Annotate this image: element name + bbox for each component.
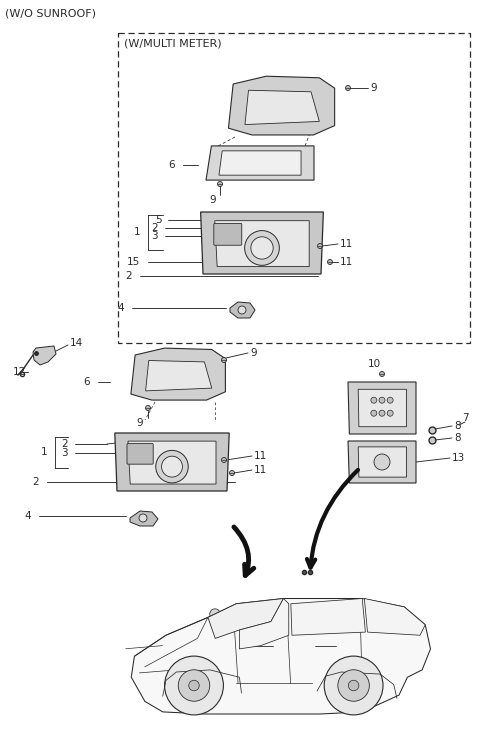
Polygon shape (230, 302, 255, 318)
Circle shape (178, 670, 210, 701)
Circle shape (371, 410, 377, 416)
Polygon shape (291, 598, 365, 635)
Polygon shape (206, 146, 314, 180)
Text: 11: 11 (254, 465, 267, 475)
Circle shape (210, 609, 220, 620)
FancyArrowPatch shape (307, 470, 358, 567)
Polygon shape (219, 151, 301, 175)
Polygon shape (130, 511, 158, 526)
Text: 3: 3 (61, 448, 68, 458)
Circle shape (165, 656, 223, 715)
Circle shape (251, 237, 273, 259)
Polygon shape (245, 91, 319, 124)
Text: (W/O SUNROOF): (W/O SUNROOF) (5, 9, 96, 19)
Circle shape (156, 450, 188, 483)
Circle shape (324, 656, 383, 715)
Polygon shape (215, 221, 309, 266)
Polygon shape (145, 361, 212, 391)
Polygon shape (115, 433, 229, 491)
Circle shape (346, 85, 350, 91)
Text: 6: 6 (168, 160, 175, 170)
Text: 2: 2 (151, 223, 158, 233)
Text: 4: 4 (118, 303, 124, 313)
Bar (118, 33, 470, 343)
Circle shape (162, 456, 182, 477)
Circle shape (327, 260, 333, 264)
Circle shape (379, 397, 385, 403)
Text: 2: 2 (125, 271, 132, 281)
Text: 2: 2 (61, 439, 68, 449)
Circle shape (221, 358, 227, 363)
Text: 11: 11 (340, 239, 353, 249)
Circle shape (229, 470, 235, 475)
Circle shape (379, 410, 385, 416)
Text: 5: 5 (156, 215, 162, 225)
Polygon shape (131, 598, 431, 714)
Text: 3: 3 (151, 231, 158, 241)
Circle shape (371, 397, 377, 403)
Text: 7: 7 (462, 413, 468, 423)
Text: 8: 8 (454, 433, 461, 443)
Circle shape (348, 680, 359, 691)
Polygon shape (33, 346, 56, 365)
Polygon shape (228, 77, 335, 135)
Text: 15: 15 (127, 257, 140, 267)
Text: 4: 4 (24, 511, 31, 521)
Polygon shape (201, 212, 324, 274)
Circle shape (221, 458, 227, 462)
Circle shape (317, 244, 323, 249)
Circle shape (139, 514, 147, 522)
Polygon shape (131, 348, 226, 400)
Circle shape (238, 306, 246, 314)
Text: 11: 11 (340, 257, 353, 267)
Text: 12: 12 (13, 367, 26, 377)
Text: 9: 9 (137, 418, 144, 428)
Text: (W/MULTI METER): (W/MULTI METER) (124, 38, 222, 48)
Text: 9: 9 (250, 348, 257, 358)
Text: 1: 1 (40, 447, 47, 457)
Circle shape (387, 397, 393, 403)
Polygon shape (358, 389, 407, 427)
Circle shape (387, 410, 393, 416)
Text: 2: 2 (32, 477, 39, 487)
Text: 9: 9 (370, 83, 377, 93)
Circle shape (374, 454, 390, 470)
Text: 10: 10 (368, 359, 381, 369)
Text: 8: 8 (454, 421, 461, 431)
Polygon shape (364, 598, 425, 635)
Circle shape (217, 182, 223, 186)
Circle shape (380, 372, 384, 377)
FancyBboxPatch shape (127, 444, 153, 464)
Polygon shape (128, 441, 216, 484)
Circle shape (189, 680, 199, 691)
Polygon shape (348, 441, 416, 483)
Polygon shape (240, 598, 289, 649)
Text: 1: 1 (133, 227, 140, 237)
Text: 6: 6 (84, 377, 90, 387)
Polygon shape (348, 382, 416, 434)
Polygon shape (208, 598, 284, 638)
FancyArrowPatch shape (234, 527, 254, 576)
FancyBboxPatch shape (214, 224, 242, 245)
Polygon shape (358, 447, 407, 477)
Circle shape (245, 230, 279, 265)
Text: 11: 11 (254, 451, 267, 461)
Circle shape (338, 670, 369, 701)
Text: 9: 9 (210, 195, 216, 205)
Text: 13: 13 (452, 453, 465, 463)
Text: 14: 14 (70, 338, 83, 348)
Circle shape (145, 406, 151, 411)
